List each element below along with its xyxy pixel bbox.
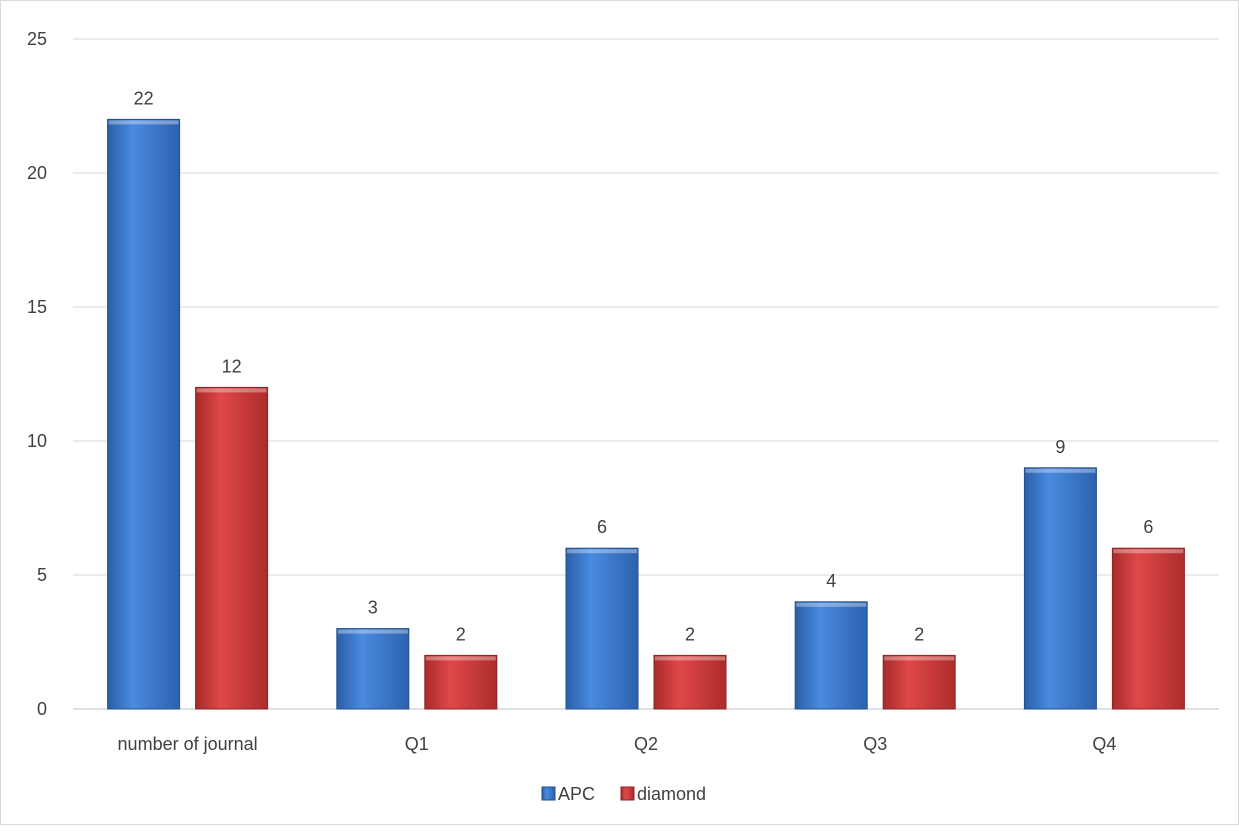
bar-apc-1: [336, 628, 410, 710]
bar-bevel-highlight: [425, 656, 496, 661]
y-tick-label: 15: [27, 297, 47, 317]
data-label: 22: [134, 88, 154, 108]
bar-bevel-highlight: [1025, 468, 1096, 473]
bar-diamond-3: [882, 654, 956, 710]
bar-diamond-4: [1111, 547, 1185, 710]
bar-bevel-highlight: [196, 388, 267, 393]
y-tick-label: 25: [27, 29, 47, 49]
x-axis-ticks: number of journal Q1 Q2 Q3 Q4: [118, 734, 1117, 754]
data-label: 6: [1143, 517, 1153, 537]
y-tick-label: 0: [37, 699, 47, 719]
bar-diamond-1: [424, 654, 498, 710]
data-label: 12: [222, 356, 242, 376]
legend: APC diamond: [541, 784, 706, 804]
bar-apc-4: [1023, 467, 1097, 710]
bar-bevel-highlight: [108, 120, 179, 125]
bar-bevel-highlight: [337, 629, 408, 634]
bars: [107, 118, 1185, 710]
bar-diamond-0: [195, 386, 269, 710]
legend-label-diamond: diamond: [637, 784, 706, 804]
bar-apc-2: [565, 547, 639, 710]
legend-label-apc: APC: [558, 784, 595, 804]
y-tick-label: 5: [37, 565, 47, 585]
data-label: 9: [1055, 437, 1065, 457]
bar-diamond-2: [653, 654, 727, 710]
data-labels: 22 12 3 2 6 2 4 2 9 6: [134, 88, 1154, 644]
legend-swatch-diamond: [620, 786, 635, 801]
bar-bevel-highlight: [567, 549, 637, 554]
x-tick-label: Q4: [1092, 734, 1116, 754]
data-label: 4: [826, 571, 836, 591]
bar-bevel-highlight: [884, 656, 955, 661]
x-tick-label: Q1: [405, 734, 429, 754]
data-label: 2: [456, 624, 466, 644]
data-label: 3: [368, 598, 378, 618]
y-tick-label: 10: [27, 431, 47, 451]
bar-apc-0: [107, 118, 181, 710]
x-tick-label: Q2: [634, 734, 658, 754]
x-tick-label: number of journal: [118, 734, 258, 754]
data-label: 2: [685, 624, 695, 644]
bar-bevel-highlight: [655, 656, 725, 661]
y-tick-label: 20: [27, 163, 47, 183]
bar-bevel-highlight: [796, 602, 867, 607]
y-axis-ticks: 0 5 10 15 20 25: [27, 29, 47, 719]
x-tick-label: Q3: [863, 734, 887, 754]
bar-bevel-highlight: [1113, 549, 1184, 554]
legend-swatch-apc: [541, 786, 556, 801]
bar-apc-3: [794, 601, 868, 710]
data-label: 2: [914, 624, 924, 644]
data-label: 6: [597, 517, 607, 537]
